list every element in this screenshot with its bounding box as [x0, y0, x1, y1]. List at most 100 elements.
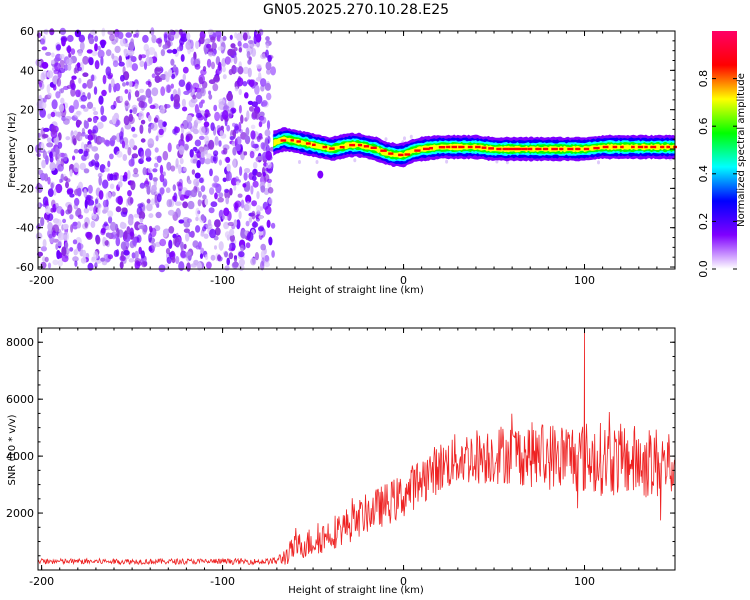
noise-blob [198, 241, 202, 250]
faint-blob [409, 134, 413, 139]
signal-peak [508, 147, 515, 151]
noise-blob [40, 217, 45, 227]
noise-blob [186, 218, 192, 223]
noise-blob [250, 124, 256, 130]
noise-blob [87, 262, 94, 271]
noise-blob [127, 170, 131, 180]
noise-blob [183, 143, 189, 151]
noise-blob [229, 136, 235, 141]
noise-blob [55, 91, 61, 99]
noise-blob [148, 56, 153, 65]
noise-blob [41, 159, 46, 169]
signal-peak [559, 147, 564, 151]
noise-blob [158, 128, 164, 136]
snr-y-label: SNR (10 * v/v) [7, 414, 18, 485]
noise-blob [264, 254, 270, 262]
spectrogram-x-label: Height of straight line (km) [288, 285, 424, 296]
signal-peak [305, 142, 311, 145]
noise-blob [122, 82, 126, 87]
noise-blob [246, 110, 250, 121]
noise-blob [76, 221, 82, 229]
noise-blob [138, 211, 146, 220]
noise-blob [59, 178, 63, 183]
noise-blob [270, 66, 276, 76]
noise-blob [76, 66, 82, 72]
noise-blob [111, 135, 117, 141]
noise-blob [85, 194, 92, 201]
noise-blob [258, 226, 264, 232]
noise-blob [139, 182, 146, 189]
noise-blob [172, 195, 177, 201]
noise-blob [235, 181, 240, 186]
noise-blob [247, 59, 252, 65]
noise-blob [138, 88, 145, 94]
noise-blob [159, 187, 165, 195]
noise-blob [64, 241, 69, 249]
signal-peak [296, 140, 301, 143]
noise-blob [181, 98, 186, 108]
noise-blob [138, 100, 145, 108]
noise-blob [173, 125, 178, 136]
noise-blob [192, 158, 198, 164]
noise-blob [105, 191, 112, 200]
snr-x-tick-label: -200 [29, 575, 54, 588]
noise-blob [69, 247, 74, 252]
noise-blob [67, 189, 71, 195]
noise-blob [218, 159, 222, 166]
noise-blob [187, 121, 193, 130]
noise-blob [199, 126, 206, 136]
snr-frame [37, 327, 676, 571]
noise-blob [234, 125, 240, 134]
noise-blob [145, 156, 152, 162]
noise-blob [149, 104, 156, 109]
noise-blob [134, 90, 140, 98]
noise-blob [99, 137, 105, 143]
noise-blob [202, 194, 207, 200]
noise-blob [107, 254, 113, 260]
noise-blob [211, 61, 215, 70]
noise-blob [238, 121, 242, 132]
noise-blob [265, 43, 270, 49]
noise-blob [232, 158, 237, 169]
noise-blob [91, 129, 97, 134]
noise-blob [78, 77, 82, 84]
noise-blob [71, 75, 77, 80]
noise-blob [120, 241, 127, 250]
noise-blob [226, 257, 230, 266]
noise-blob [246, 50, 251, 59]
noise-blob [166, 199, 173, 208]
noise-blob [261, 100, 268, 107]
noise-blob [49, 28, 55, 36]
noise-blob [178, 79, 186, 87]
noise-blob [226, 171, 232, 182]
noise-blob [68, 53, 72, 58]
noise-blob [130, 56, 137, 63]
spectrogram-y-ticks: 60 40 20 0 -20 -40 -60 [16, 25, 675, 274]
signal-peak [666, 145, 671, 149]
noise-blob [136, 261, 142, 267]
noise-blob [124, 100, 129, 106]
noise-blob [178, 219, 185, 224]
noise-blob [233, 47, 238, 52]
noise-blob [198, 177, 204, 184]
noise-blob [151, 34, 157, 44]
noise-blob [100, 56, 104, 66]
noise-blob [190, 56, 196, 66]
noise-blob [211, 50, 217, 57]
noise-blob [42, 150, 48, 159]
noise-blob [222, 110, 229, 120]
noise-blob [87, 144, 93, 149]
noise-blob [87, 117, 92, 123]
noise-blob [234, 200, 242, 208]
noise-blob [45, 201, 49, 206]
noise-blob [196, 159, 201, 169]
noise-blob [256, 171, 263, 178]
signal-peak [620, 145, 624, 149]
noise-blob [67, 63, 72, 71]
noise-blob [86, 101, 94, 109]
noise-blob [231, 261, 239, 269]
noise-blob [266, 69, 271, 75]
noise-blob [205, 113, 209, 119]
noise-blob [237, 66, 244, 75]
noise-blob [116, 119, 121, 126]
